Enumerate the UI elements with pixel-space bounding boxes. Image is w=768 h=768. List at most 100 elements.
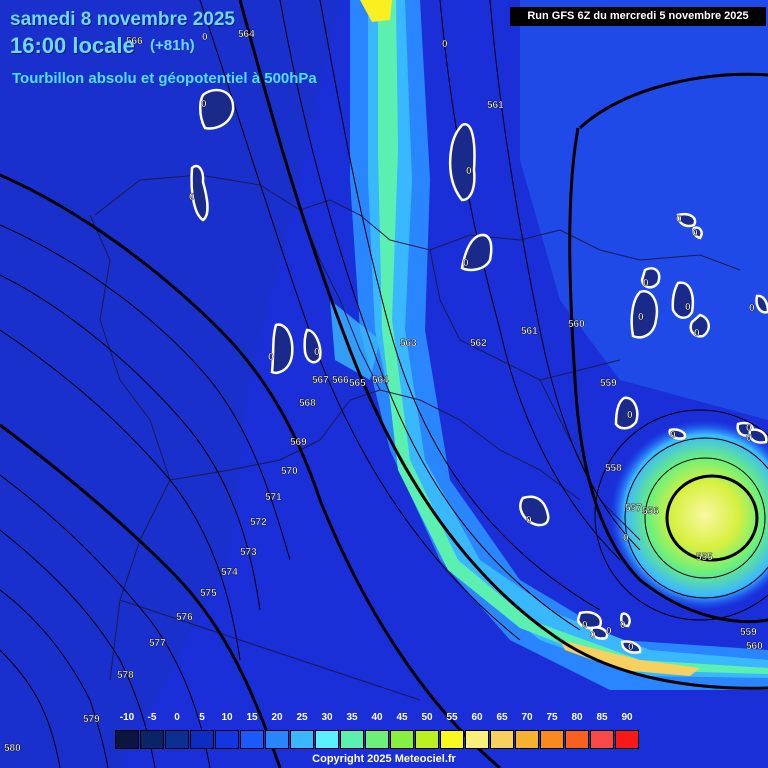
zero-label: 0: [685, 302, 691, 313]
contour-556-thick: [665, 474, 759, 562]
contour-label: 575: [200, 588, 217, 599]
zero-contour-20: [590, 626, 609, 640]
legend-swatch: [465, 730, 489, 749]
zero-label: 0: [526, 515, 532, 526]
contour-label: 561: [487, 100, 504, 111]
zero-label: 0: [442, 39, 448, 50]
zero-contour-18: [519, 495, 550, 527]
zero-label: 0: [268, 352, 274, 363]
legend-swatch: [140, 730, 164, 749]
contour-label: 566: [332, 375, 349, 386]
zero-contour-2: [190, 164, 209, 222]
contour-label: 572: [250, 517, 267, 528]
copyright: Copyright 2025 Meteociel.fr: [312, 753, 456, 765]
legend-tick-label: 80: [571, 712, 583, 723]
zero-label: 0: [746, 433, 752, 444]
zero-label: 0: [202, 32, 208, 43]
contour-label: 555: [696, 552, 713, 563]
legend-swatch: [615, 730, 639, 749]
zero-label: 0: [189, 192, 195, 203]
zero-contour-7: [640, 267, 661, 289]
contour-label: 579: [83, 714, 100, 725]
forecast-time: 16:00 locale: [10, 33, 135, 58]
legend-tick-label: 15: [246, 712, 258, 723]
contour-label: 576: [176, 612, 193, 623]
legend-tick-label: 50: [421, 712, 433, 723]
legend-tick-label: 60: [471, 712, 483, 723]
zero-contour-11: [676, 213, 697, 228]
zero-label: 0: [694, 328, 700, 339]
legend-tick-label: 40: [371, 712, 383, 723]
legend-tick-label: 25: [296, 712, 308, 723]
legend-swatch: [190, 730, 214, 749]
zero-label: 0: [466, 166, 472, 177]
legend-swatch: [265, 730, 289, 749]
zero-label: 0: [201, 99, 207, 110]
contour-label: 564: [238, 29, 255, 40]
zero-label: 0: [643, 278, 649, 289]
legend-swatch: [365, 730, 389, 749]
zero-label: 0: [623, 533, 629, 544]
contour-label: 559: [600, 378, 617, 389]
legend-tick-label: 30: [321, 712, 333, 723]
contour-label: 559: [740, 627, 757, 638]
contour-label: 565: [349, 378, 366, 389]
contour-label: 560: [568, 319, 585, 330]
zero-contour-21: [620, 612, 631, 628]
legend-tick-label: 75: [546, 712, 558, 723]
contour-label: 569: [290, 437, 307, 448]
zero-contour-19: [576, 611, 603, 630]
legend-tick-label: 90: [621, 712, 633, 723]
contour-label: 563: [400, 338, 417, 349]
legend-tick-label: 10: [221, 712, 233, 723]
contour-label: 558: [605, 463, 622, 474]
contour-568-thick: [0, 173, 501, 768]
legend-tick-label: 35: [346, 712, 358, 723]
contour-560-thick-north: [578, 72, 768, 130]
zero-contour-5: [270, 323, 294, 374]
contour-label: 580: [4, 743, 21, 754]
forecast-offset: (+81h): [150, 37, 195, 54]
zero-contour-3: [448, 123, 476, 202]
contour-560-thick: [568, 127, 768, 624]
northeast-blue-region: [520, 0, 768, 420]
vorticity-patch-center: [330, 300, 380, 380]
contour-576-thick: [0, 423, 282, 768]
contour-label: 567: [312, 375, 329, 386]
country-borders: [89, 174, 741, 701]
contour-label: 574: [221, 567, 238, 578]
cutoff-low-vorticity: [610, 420, 768, 610]
legend-tick-label: 65: [496, 712, 508, 723]
legend-swatch: [565, 730, 589, 749]
contour-label: 562: [470, 338, 487, 349]
contour-label: 556: [642, 506, 659, 517]
parameter-title: Tourbillon absolu et géopotentiel à 500h…: [12, 70, 317, 87]
legend-swatch: [115, 730, 139, 749]
legend-swatch: [340, 730, 364, 749]
contour-564-thick: [238, 0, 768, 690]
color-scale-legend: -10 -5 0 5 10 15 20 25 30 35 40 45 50 55 60 65 70 75 80 85 9…: [114, 712, 642, 752]
zero-label: 0: [670, 430, 676, 441]
legend-tick-label: -5: [147, 712, 157, 723]
legend-swatch: [315, 730, 339, 749]
contour-label: 570: [281, 466, 298, 477]
zero-label: 0: [746, 423, 752, 434]
zero-label: 0: [590, 630, 596, 641]
zero-label: 0: [314, 347, 320, 358]
contour-label: 577: [149, 638, 166, 649]
legend-swatch: [590, 730, 614, 749]
contour-label: 578: [117, 670, 134, 681]
contour-label: 557: [625, 503, 642, 514]
legend-swatch: [415, 730, 439, 749]
zero-label: 0: [606, 626, 612, 637]
legend-tick-label: 55: [446, 712, 458, 723]
zero-label: 0: [628, 642, 634, 653]
legend-tick-label: -10: [119, 712, 135, 723]
legend-tick-label: 45: [396, 712, 408, 723]
legend-swatch: [490, 730, 514, 749]
legend-tick-label: 85: [596, 712, 608, 723]
contour-label: 571: [265, 492, 282, 503]
zero-label: 0: [582, 620, 588, 631]
